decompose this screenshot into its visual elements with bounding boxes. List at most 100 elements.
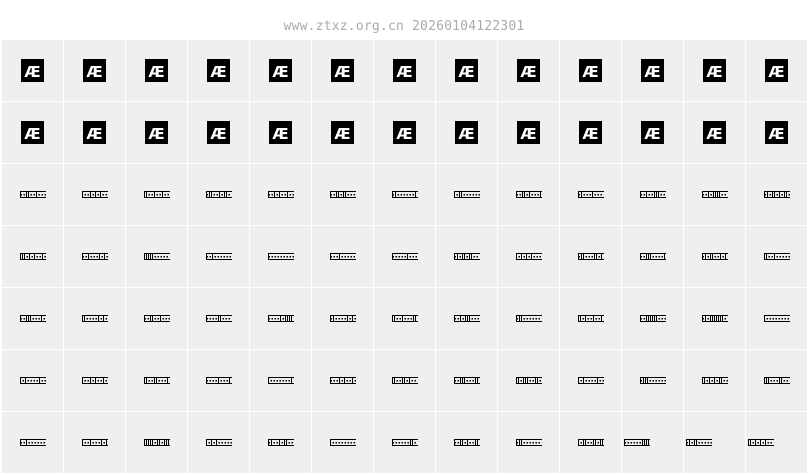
- glyph-cell[interactable]: [498, 288, 559, 349]
- glyph-cell[interactable]: [250, 226, 311, 287]
- glyph-cell[interactable]: [622, 350, 683, 411]
- glyph-cell[interactable]: [312, 164, 373, 225]
- svg-text:Æ: Æ: [644, 125, 660, 143]
- glyph-cell[interactable]: [312, 288, 373, 349]
- glyph-cell[interactable]: [2, 288, 63, 349]
- barcode-glyph-icon: [516, 439, 542, 446]
- glyph-cell[interactable]: [64, 288, 125, 349]
- glyph-cell[interactable]: Æ: [746, 40, 807, 101]
- glyph-cell[interactable]: Æ: [312, 102, 373, 163]
- glyph-cell[interactable]: Æ: [684, 40, 745, 101]
- glyph-cell[interactable]: [250, 164, 311, 225]
- glyph-cell[interactable]: [126, 226, 187, 287]
- glyph-cell[interactable]: [684, 226, 745, 287]
- ae-stamp-icon: Æ: [269, 121, 292, 144]
- glyph-cell[interactable]: [560, 164, 621, 225]
- glyph-cell[interactable]: [746, 412, 807, 473]
- glyph-cell[interactable]: [436, 226, 497, 287]
- glyph-cell[interactable]: [374, 164, 435, 225]
- glyph-cell[interactable]: [188, 350, 249, 411]
- glyph-cell[interactable]: [2, 164, 63, 225]
- glyph-cell[interactable]: [2, 412, 63, 473]
- glyph-cell[interactable]: Æ: [498, 40, 559, 101]
- glyph-cell[interactable]: Æ: [622, 102, 683, 163]
- glyph-cell[interactable]: [64, 412, 125, 473]
- glyph-cell[interactable]: [64, 164, 125, 225]
- glyph-cell[interactable]: Æ: [498, 102, 559, 163]
- glyph-cell[interactable]: Æ: [188, 102, 249, 163]
- glyph-cell[interactable]: Æ: [436, 102, 497, 163]
- glyph-cell[interactable]: [436, 350, 497, 411]
- glyph-cell[interactable]: Æ: [560, 40, 621, 101]
- glyph-cell[interactable]: [746, 164, 807, 225]
- glyph-cell[interactable]: [188, 288, 249, 349]
- glyph-cell[interactable]: Æ: [126, 40, 187, 101]
- svg-text:Æ: Æ: [768, 125, 784, 143]
- glyph-cell[interactable]: [498, 164, 559, 225]
- ae-stamp-icon: Æ: [455, 121, 478, 144]
- glyph-cell[interactable]: [622, 164, 683, 225]
- glyph-cell[interactable]: [126, 412, 187, 473]
- glyph-cell[interactable]: [2, 226, 63, 287]
- glyph-cell[interactable]: [436, 164, 497, 225]
- glyph-cell[interactable]: [622, 412, 683, 473]
- glyph-cell[interactable]: [684, 164, 745, 225]
- glyph-cell[interactable]: Æ: [2, 102, 63, 163]
- glyph-cell[interactable]: [436, 288, 497, 349]
- glyph-cell[interactable]: Æ: [374, 40, 435, 101]
- glyph-cell[interactable]: [746, 226, 807, 287]
- glyph-cell[interactable]: [188, 164, 249, 225]
- glyph-cell[interactable]: [498, 226, 559, 287]
- glyph-cell[interactable]: [374, 288, 435, 349]
- glyph-cell[interactable]: [126, 288, 187, 349]
- glyph-cell[interactable]: [560, 288, 621, 349]
- glyph-cell[interactable]: [746, 288, 807, 349]
- glyph-cell[interactable]: [312, 350, 373, 411]
- barcode-glyph-icon: [82, 191, 108, 198]
- glyph-cell[interactable]: [622, 226, 683, 287]
- glyph-cell[interactable]: Æ: [684, 102, 745, 163]
- glyph-cell[interactable]: [560, 226, 621, 287]
- glyph-cell[interactable]: [126, 164, 187, 225]
- glyph-cell[interactable]: [312, 412, 373, 473]
- glyph-cell[interactable]: Æ: [188, 40, 249, 101]
- glyph-cell[interactable]: Æ: [374, 102, 435, 163]
- glyph-cell[interactable]: [250, 350, 311, 411]
- svg-text:Æ: Æ: [520, 63, 536, 81]
- glyph-cell[interactable]: [250, 288, 311, 349]
- glyph-cell[interactable]: [560, 412, 621, 473]
- glyph-cell[interactable]: Æ: [250, 40, 311, 101]
- glyph-cell[interactable]: Æ: [64, 102, 125, 163]
- glyph-cell[interactable]: [560, 350, 621, 411]
- glyph-cell[interactable]: [188, 226, 249, 287]
- glyph-cell[interactable]: Æ: [560, 102, 621, 163]
- glyph-cell[interactable]: [126, 350, 187, 411]
- glyph-cell[interactable]: Æ: [250, 102, 311, 163]
- glyph-cell[interactable]: Æ: [126, 102, 187, 163]
- glyph-cell[interactable]: Æ: [746, 102, 807, 163]
- glyph-cell[interactable]: [374, 350, 435, 411]
- glyph-cell[interactable]: Æ: [312, 40, 373, 101]
- glyph-cell[interactable]: [684, 350, 745, 411]
- glyph-cell[interactable]: Æ: [2, 40, 63, 101]
- glyph-cell[interactable]: Æ: [64, 40, 125, 101]
- glyph-cell[interactable]: [498, 350, 559, 411]
- glyph-cell[interactable]: [622, 288, 683, 349]
- glyph-cell[interactable]: [684, 412, 745, 473]
- glyph-cell[interactable]: Æ: [622, 40, 683, 101]
- glyph-cell[interactable]: [746, 350, 807, 411]
- glyph-cell[interactable]: [684, 288, 745, 349]
- glyph-cell[interactable]: [436, 412, 497, 473]
- glyph-cell[interactable]: Æ: [436, 40, 497, 101]
- glyph-cell[interactable]: [498, 412, 559, 473]
- glyph-cell[interactable]: [188, 412, 249, 473]
- glyph-cell[interactable]: [374, 412, 435, 473]
- glyph-cell[interactable]: [2, 350, 63, 411]
- glyph-cell[interactable]: [250, 412, 311, 473]
- ae-stamp-icon: Æ: [207, 121, 230, 144]
- svg-text:Æ: Æ: [458, 63, 474, 81]
- glyph-cell[interactable]: [312, 226, 373, 287]
- glyph-cell[interactable]: [64, 226, 125, 287]
- glyph-cell[interactable]: [64, 350, 125, 411]
- glyph-cell[interactable]: [374, 226, 435, 287]
